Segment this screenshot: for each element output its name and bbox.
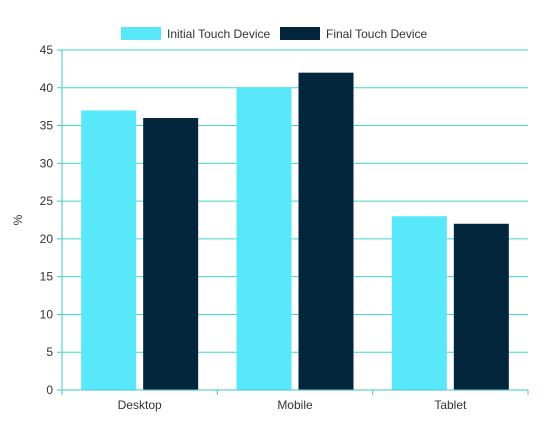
y-tick-label: 30 — [40, 156, 54, 170]
x-tick-label: Desktop — [118, 398, 162, 412]
legend-label: Initial Touch Device — [167, 27, 270, 41]
bars — [81, 72, 509, 391]
bar-final-touch-device-tablet — [453, 223, 509, 390]
y-tick-label: 25 — [40, 194, 54, 208]
y-tick-label: 20 — [40, 232, 54, 246]
y-tick-label: 10 — [40, 307, 54, 321]
bar-initial-touch-device-desktop — [81, 110, 137, 390]
bar-initial-touch-device-tablet — [391, 216, 447, 390]
y-tick-label: 15 — [40, 270, 54, 284]
y-tick-label: 45 — [40, 43, 54, 57]
y-axis: 0 5 10 15 20 25 30 35 40 45 — [40, 43, 63, 397]
x-axis: Desktop Mobile Tablet — [61, 389, 529, 412]
legend-swatch — [121, 27, 161, 40]
y-tick-label: 0 — [46, 383, 53, 397]
y-tick-label: 35 — [40, 119, 54, 133]
y-tick-label: 5 — [46, 345, 53, 359]
x-tick-label: Tablet — [434, 398, 467, 412]
legend-label: Final Touch Device — [326, 27, 427, 41]
legend-swatch — [280, 27, 320, 40]
grid-lines — [62, 49, 528, 391]
y-tick-label: 40 — [40, 81, 54, 95]
legend: Initial Touch Device Final Touch Device — [121, 27, 427, 41]
x-tick-label: Mobile — [277, 398, 313, 412]
bar-initial-touch-device-mobile — [236, 87, 292, 391]
bar-final-touch-device-mobile — [298, 72, 354, 391]
y-axis-label: % — [11, 214, 25, 225]
bar-final-touch-device-desktop — [143, 118, 199, 390]
